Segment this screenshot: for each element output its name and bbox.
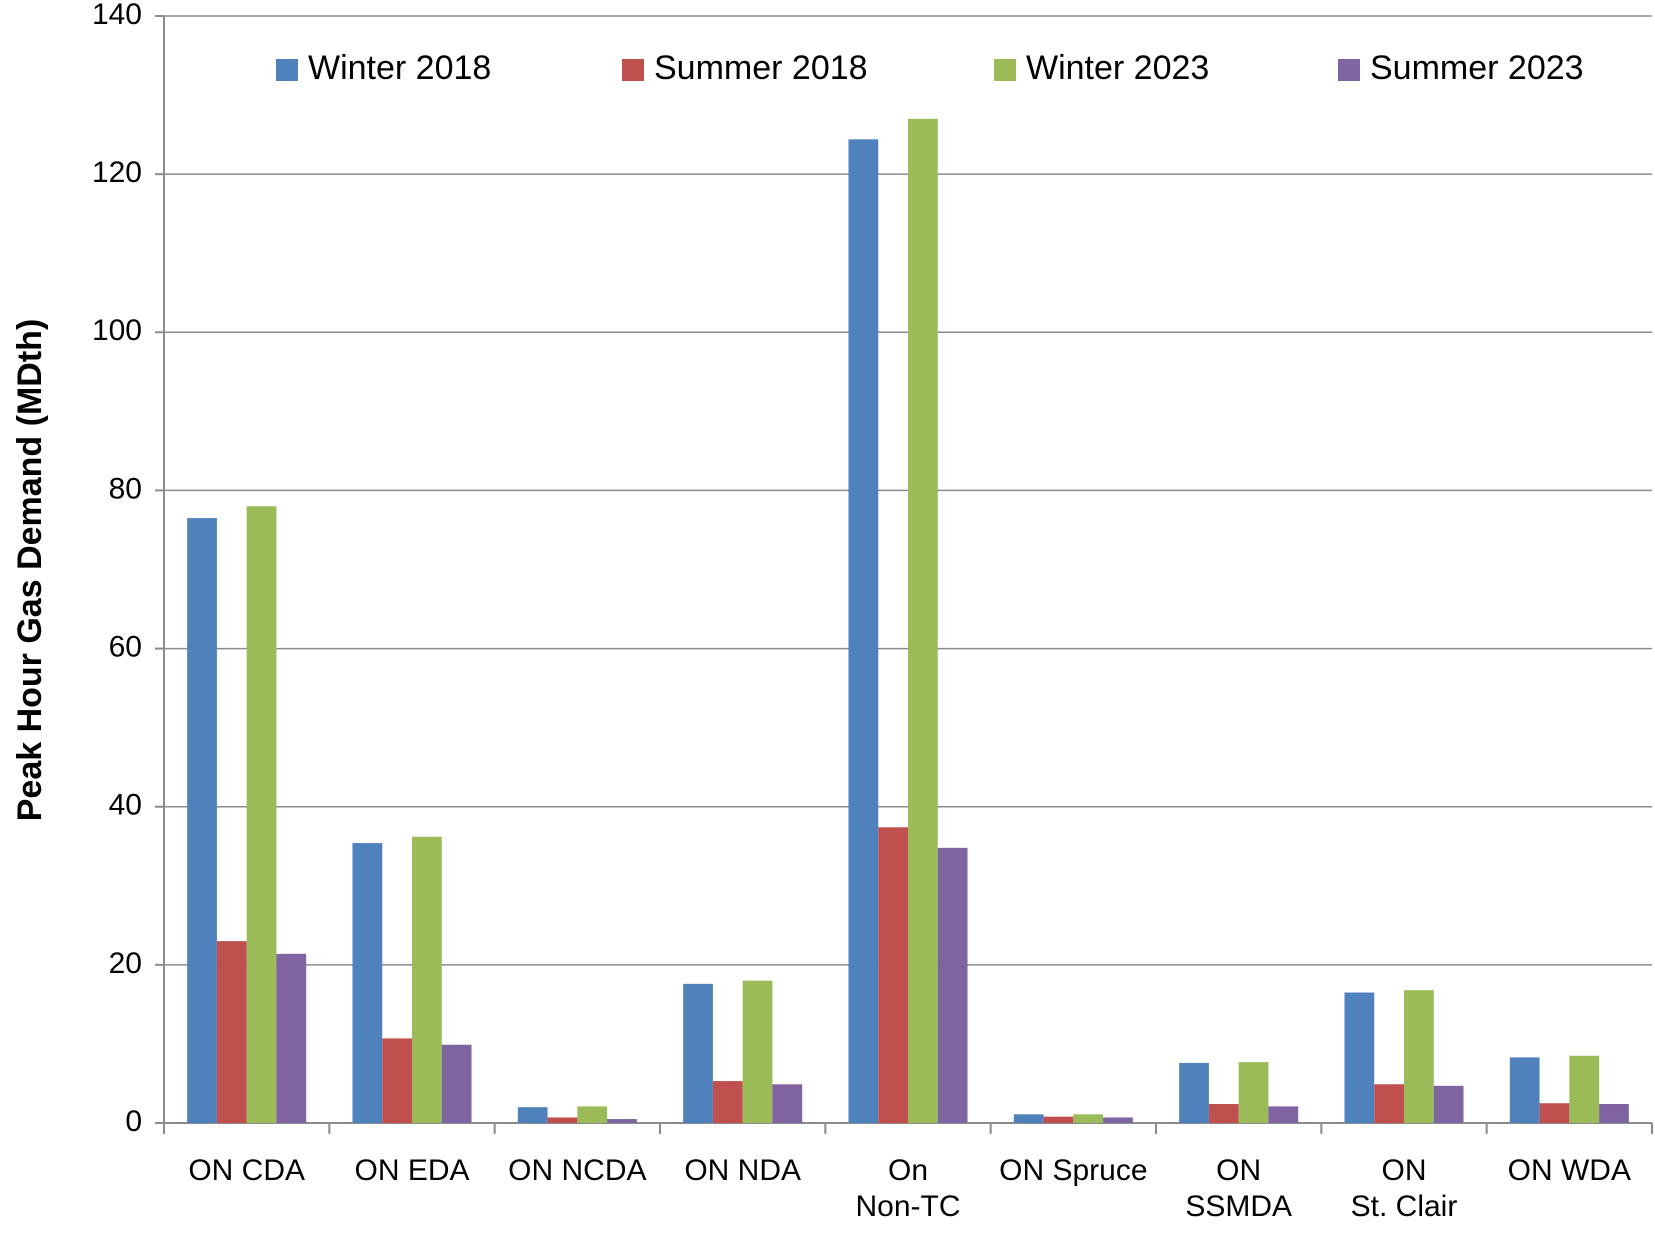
bar [848,139,879,1123]
x-tick-label: ON EDA [354,1154,469,1187]
bar [712,1081,743,1123]
bar [187,518,217,1123]
bar [1374,1084,1404,1123]
bar [382,1038,412,1123]
y-tick-label: 40 [109,789,142,822]
legend-label: Summer 2018 [654,49,868,87]
y-tick-label: 140 [92,0,142,31]
bar [1433,1085,1464,1123]
legend-label: Summer 2023 [1370,49,1584,87]
bar [547,1117,578,1123]
y-axis-label: Peak Hour Gas Demand (MDth) [11,319,49,822]
bar [937,847,968,1123]
y-tick-label: 100 [92,314,142,347]
x-tick-label: ON NCDA [508,1154,646,1187]
bar [1509,1057,1540,1123]
bar [1238,1062,1269,1123]
bar [742,980,773,1123]
x-tick-label: ON St. Clair [1351,1154,1458,1223]
bar [1208,1104,1239,1123]
bar [908,118,938,1124]
x-tick-label: ON NDA [684,1154,801,1187]
bar [607,1119,637,1123]
bar [878,827,908,1123]
y-tick-label: 120 [92,156,142,189]
y-tick-label: 0 [125,1105,142,1138]
bar [276,953,307,1123]
bar [1539,1103,1570,1123]
bar [1569,1055,1600,1123]
x-tick-label: ON WDA [1508,1154,1631,1187]
bar [1103,1117,1133,1123]
bar [216,941,247,1123]
bar [246,506,277,1123]
bar [352,843,383,1123]
x-tick-label: On Non-TC [855,1154,960,1223]
legend-swatch [1338,59,1360,81]
bar [517,1107,548,1123]
bar [1268,1106,1299,1123]
bar [1013,1114,1044,1123]
bar [1599,1104,1629,1123]
bar [772,1084,803,1123]
bar [1404,990,1434,1123]
bar [1179,1062,1209,1123]
y-tick-label: 60 [109,630,142,663]
legend-label: Winter 2018 [308,49,491,87]
x-tick-label: ON CDA [188,1154,305,1187]
bar [683,983,713,1123]
bar [577,1106,608,1123]
legend-swatch [994,59,1016,81]
bar [1073,1114,1104,1123]
bar [412,836,442,1123]
bar [441,1044,472,1123]
legend-label: Winter 2023 [1026,49,1209,87]
legend-swatch [622,59,644,81]
bar [1344,992,1375,1123]
legend-swatch [276,59,298,81]
bar [1043,1116,1074,1123]
y-tick-label: 20 [109,947,142,980]
x-tick-label: ON SSMDA [1185,1154,1292,1223]
x-tick-label: ON Spruce [999,1154,1147,1187]
y-tick-label: 80 [109,472,142,505]
